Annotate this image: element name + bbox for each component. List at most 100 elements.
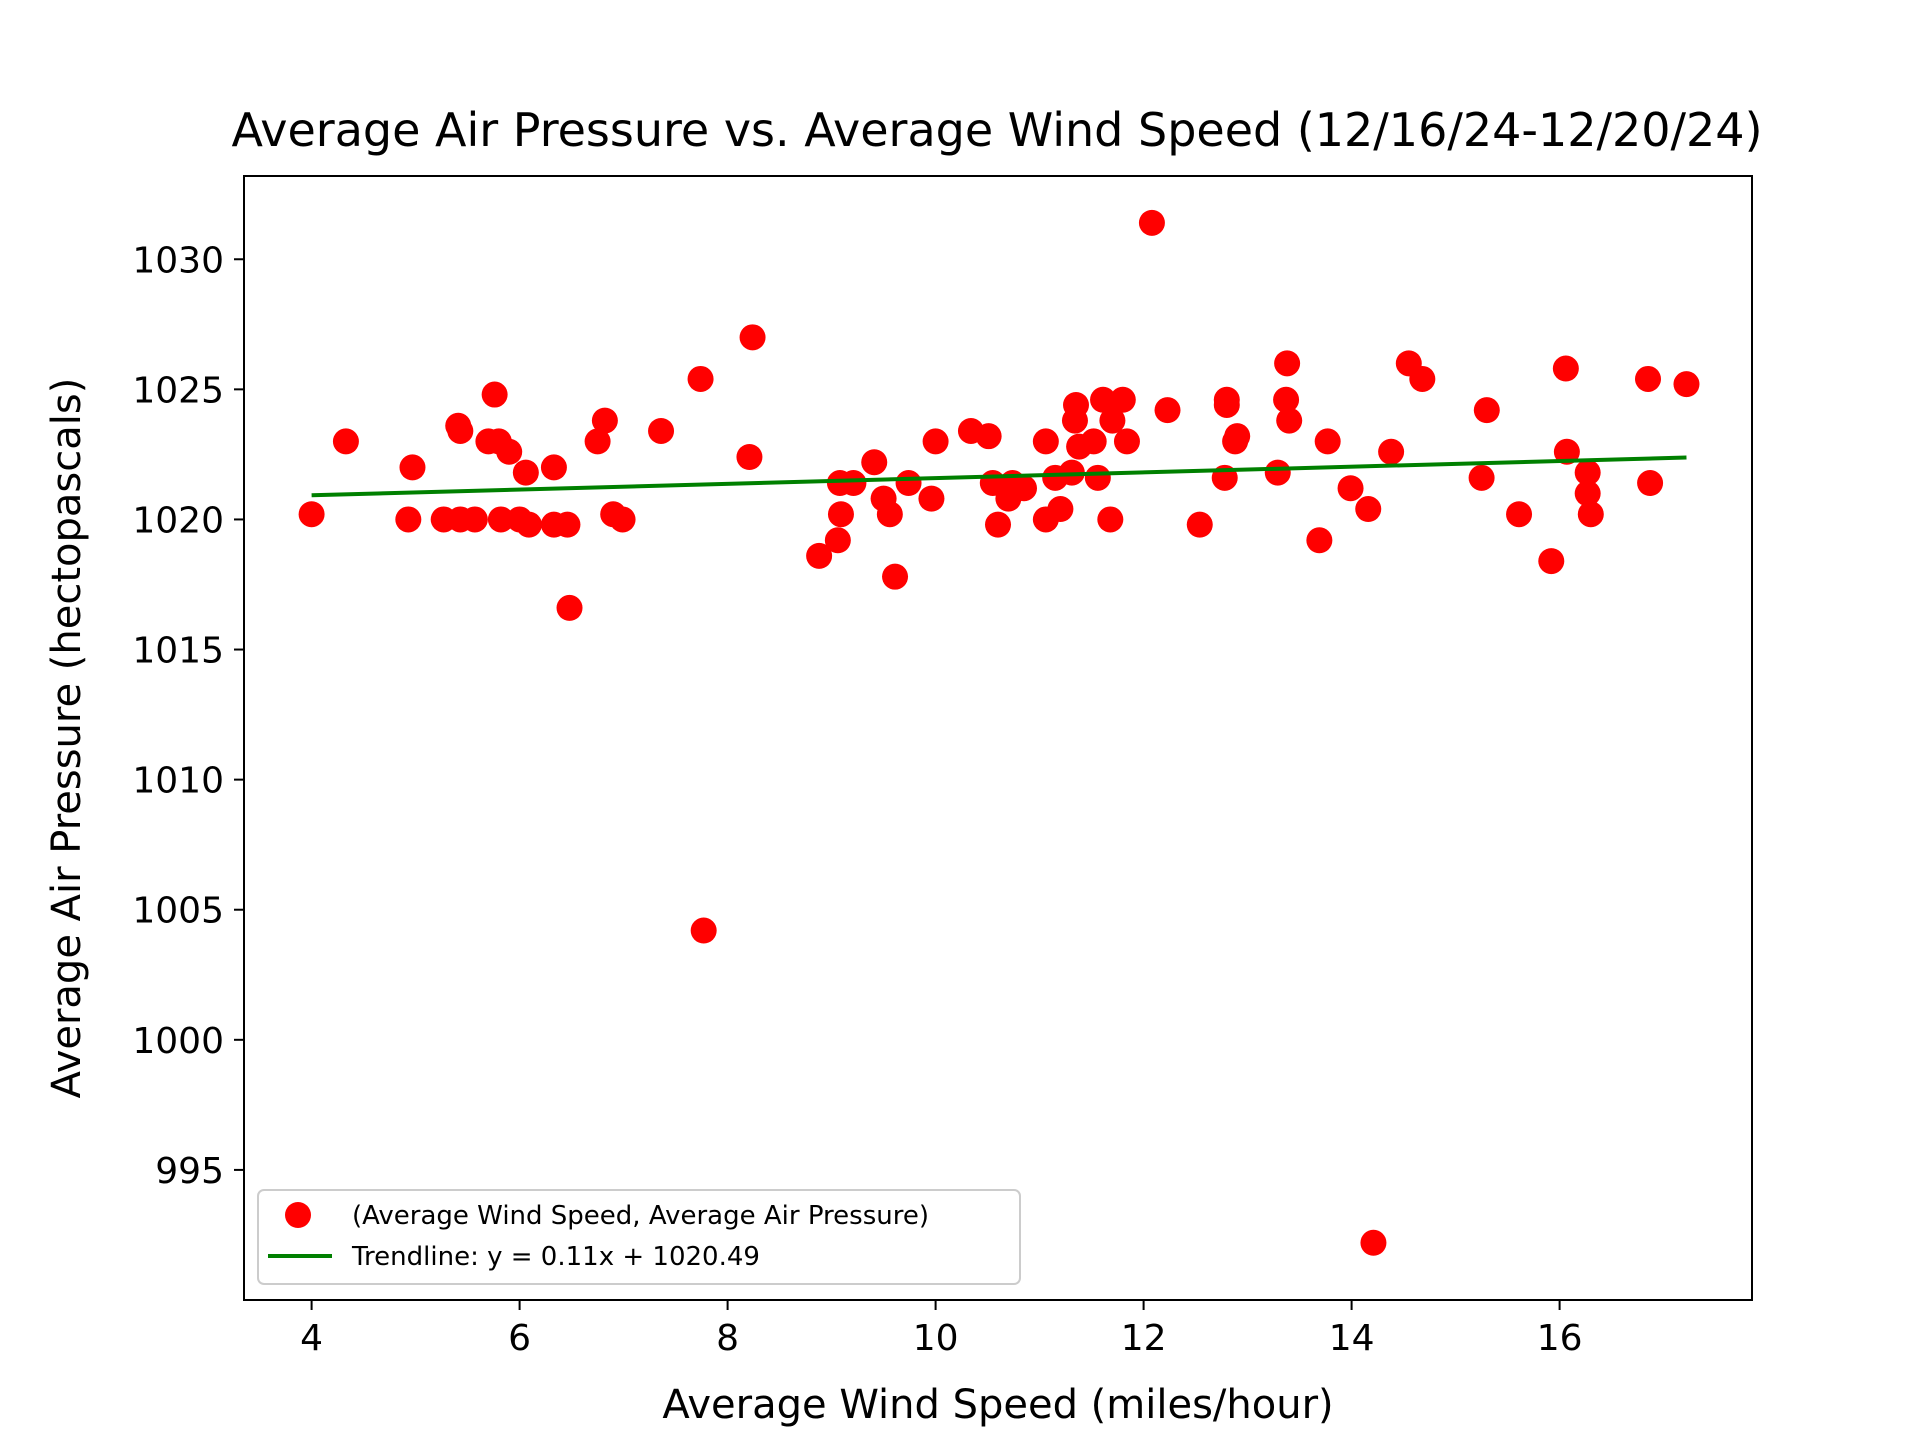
data-point [1673,371,1700,398]
legend-label-points: (Average Wind Speed, Average Air Pressur… [352,1201,929,1231]
data-point [882,563,909,590]
data-point [1011,475,1037,502]
x-tick-label: 16 [1537,1318,1583,1359]
data-point [739,324,766,351]
data-point [1378,438,1405,465]
legend-label-trendline: Trendline: y = 0.11x + 1020.49 [351,1242,760,1272]
data-point [1084,464,1111,491]
data-point [1337,475,1364,502]
data-point [399,454,426,481]
x-tick-label: 12 [1121,1318,1167,1359]
data-point [395,506,422,533]
data-point [1047,496,1074,523]
data-point [1213,391,1240,418]
data-point [1186,511,1213,538]
data-point [515,511,542,538]
data-point [690,917,717,944]
data-point [975,423,1002,450]
data-point [1276,407,1303,434]
legend: (Average Wind Speed, Average Air Pressur… [257,1189,1021,1285]
chart-title: Average Air Pressure vs. Average Wind Sp… [231,103,1762,157]
data-point [556,594,583,621]
data-point [1552,355,1579,382]
data-point [1090,386,1117,413]
data-point [1138,209,1165,236]
data-point [824,527,851,554]
data-point [1032,428,1059,455]
trendline-layer [311,455,1687,498]
data-point [876,501,903,528]
data-point [1553,438,1580,465]
data-point [1274,350,1301,377]
x-tick-label: 4 [300,1318,323,1359]
y-axis-label: Average Air Pressure (hectopascals) [44,378,90,1099]
data-point [1264,459,1291,486]
data-point [1099,407,1126,434]
data-point [591,407,618,434]
data-point [1538,548,1565,575]
y-tick-label: 1015 [132,631,224,672]
data-point [540,454,567,481]
data-point [1154,397,1181,424]
x-tick-label: 6 [508,1318,531,1359]
data-point [1574,459,1601,486]
y-tick-label: 995 [155,1151,224,1192]
data-point [736,444,763,470]
data-point [1306,527,1333,554]
plot-area-frame [243,175,1753,1301]
data-point [1224,423,1251,450]
y-tick-label: 1025 [132,370,224,411]
data-point [1635,365,1661,392]
data-point [1273,386,1300,413]
data-point [687,365,714,392]
data-point [1109,386,1136,413]
data-point [1473,397,1500,424]
data-point [609,506,636,533]
data-point [1113,428,1140,455]
trendline [311,455,1687,498]
data-point [1063,391,1089,418]
y-tick-label: 1020 [132,500,224,541]
data-point [1314,428,1341,455]
data-point [512,459,539,486]
data-point [1409,365,1436,392]
data-point [1355,496,1382,523]
data-point [918,485,945,512]
legend-box [257,1189,1021,1285]
data-point [827,501,854,528]
data-point [1574,480,1601,507]
scatter-points [298,209,1700,1256]
y-tick-label: 1000 [132,1021,224,1062]
data-point [447,417,474,444]
data-point [1360,1229,1387,1256]
x-tick-label: 10 [913,1318,959,1359]
data-point [648,417,675,444]
axis-ticks: 4 6 8 10 12 14 16 995 1000 1005 1010 1015 1020 1025 10… [132,240,1582,1359]
data-point [461,506,488,533]
y-tick-label: 1030 [132,240,224,281]
x-tick-label: 8 [716,1318,739,1359]
x-axis-label: Average Wind Speed (miles/hour) [662,1382,1333,1428]
data-point [298,501,325,528]
data-point [1577,501,1604,528]
data-point [840,470,867,497]
data-point [332,428,359,455]
data-point [496,438,523,465]
data-point [1097,506,1124,533]
data-point [487,506,514,533]
data-point [554,511,581,538]
legend-marker-points [285,1202,311,1228]
data-point [922,428,949,455]
data-point [806,542,833,569]
data-point [1637,470,1664,497]
data-point [861,449,888,476]
data-point [985,511,1011,538]
data-point [1506,501,1533,528]
x-tick-label: 14 [1329,1318,1375,1359]
data-point [1468,464,1495,491]
y-tick-label: 1005 [132,891,224,932]
data-point [1080,428,1107,455]
y-tick-label: 1010 [132,761,224,802]
